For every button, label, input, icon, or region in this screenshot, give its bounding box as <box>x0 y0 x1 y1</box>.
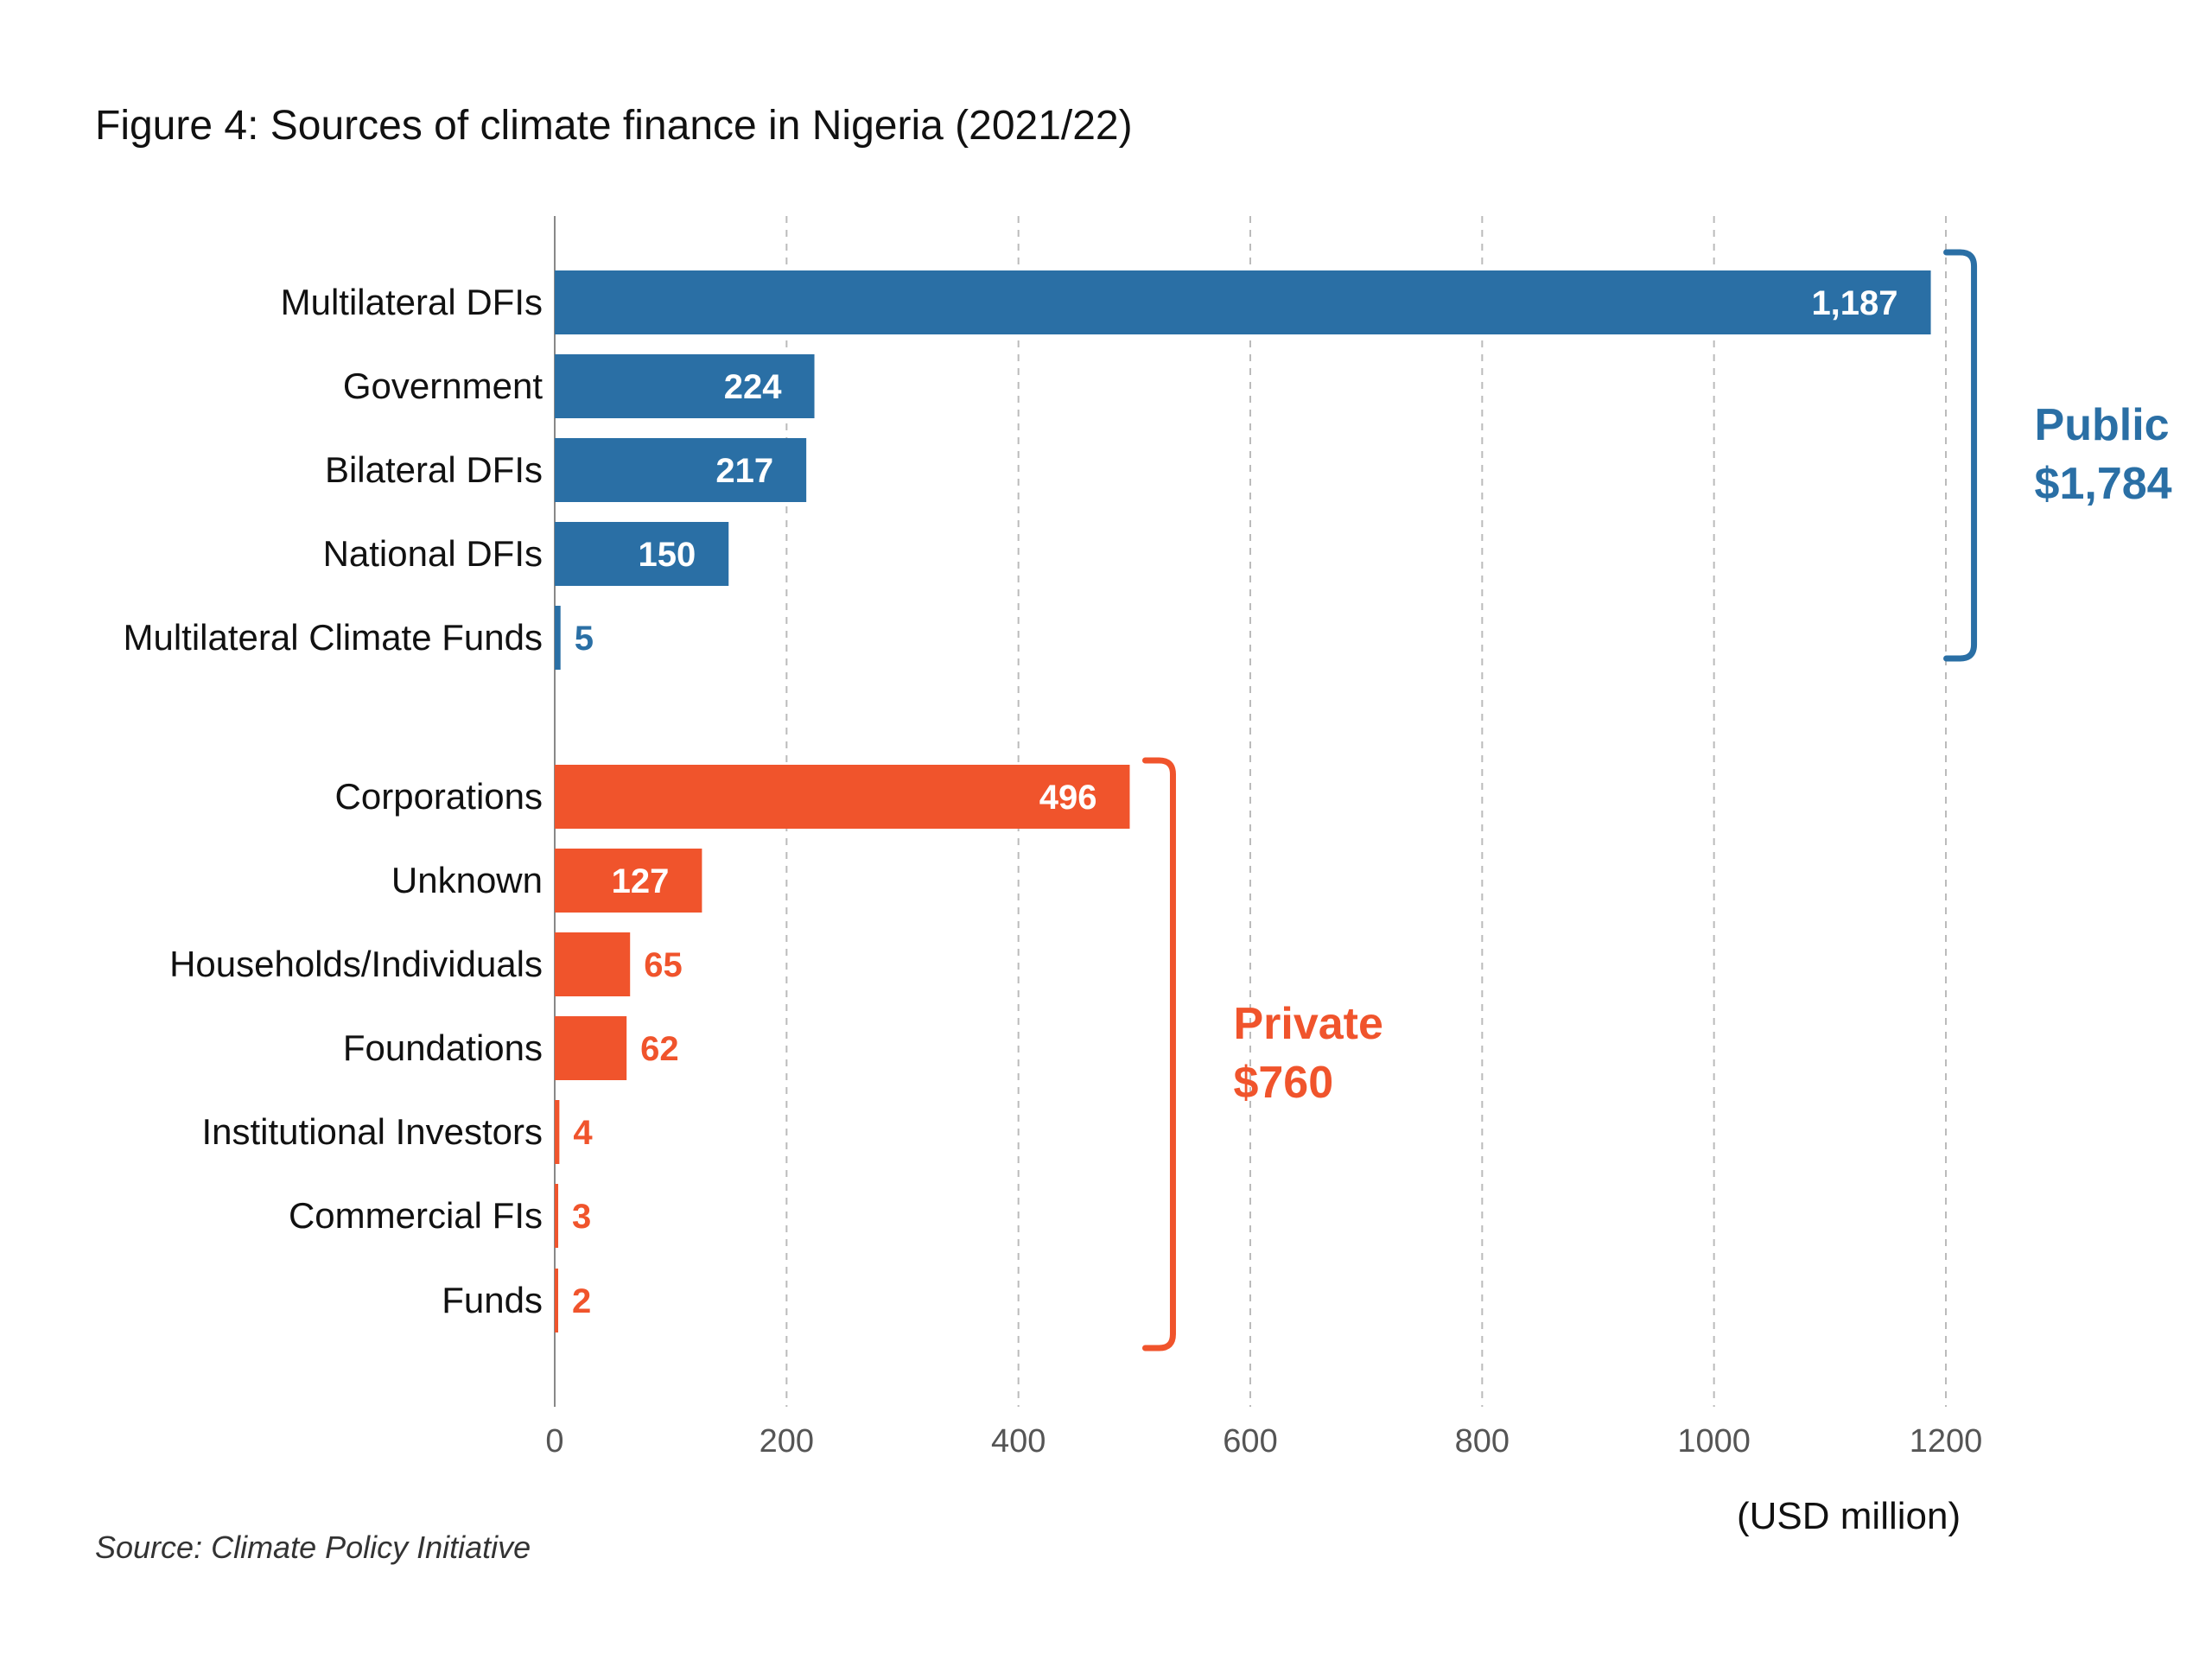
bars <box>555 270 1931 1332</box>
category-label: Foundations <box>343 1027 543 1068</box>
category-label: Multilateral DFIs <box>281 282 543 322</box>
bar-value-label: 224 <box>724 368 782 406</box>
bar <box>555 849 702 913</box>
x-tick-label: 400 <box>991 1423 1046 1460</box>
x-tick-label: 600 <box>1223 1423 1277 1460</box>
bar-value-label: 127 <box>612 862 670 900</box>
group-total-label: $760 <box>1233 1058 1333 1108</box>
x-axis-ticks: 0 200 400 600 800 1000 1200 <box>545 1423 1982 1460</box>
bar <box>555 1016 627 1080</box>
x-tick-label: 0 <box>545 1423 563 1460</box>
bar <box>555 438 807 502</box>
group-label: Public <box>2035 400 2170 450</box>
category-label: Corporations <box>335 776 543 817</box>
bar <box>555 765 1130 829</box>
bar <box>555 1184 559 1248</box>
x-axis-unit-label: (USD million) <box>1737 1495 1961 1537</box>
category-label: Commercial FIs <box>289 1195 543 1236</box>
x-tick-label: 1200 <box>1910 1423 1983 1460</box>
group-bracket <box>1141 757 1176 1352</box>
x-tick-label: 800 <box>1455 1423 1510 1460</box>
bar-value-label: 2 <box>572 1282 591 1320</box>
bar-value-label: 4 <box>573 1114 593 1152</box>
bar <box>555 270 1931 334</box>
bar <box>555 1269 558 1332</box>
bar-value-label: 217 <box>715 452 773 490</box>
group-total-label: $1,784 <box>2035 459 2172 509</box>
category-label: Funds <box>442 1280 543 1320</box>
chart-title: Figure 4: Sources of climate finance in … <box>95 103 1133 149</box>
group-brackets: Public $1,784 Private $760 <box>1141 249 2172 1352</box>
bar-value-label: 1,187 <box>1811 284 1897 322</box>
category-label: Households/Individuals <box>169 944 543 984</box>
bar <box>555 354 815 418</box>
x-tick-label: 1000 <box>1677 1423 1751 1460</box>
bar-value-label: 496 <box>1039 779 1097 817</box>
bar <box>555 932 631 996</box>
bar-value-label: 150 <box>639 536 696 574</box>
category-label: Unknown <box>391 860 543 900</box>
category-labels: Multilateral DFIs 1,187 Government 224 Bilat… <box>123 282 1897 1320</box>
category-label: Government <box>343 366 543 406</box>
bar <box>555 1100 560 1164</box>
bar <box>555 606 561 670</box>
source-note: Source: Climate Policy Initiative <box>95 1530 531 1565</box>
category-label: Bilateral DFIs <box>325 449 543 490</box>
bar <box>555 522 729 586</box>
x-tick-label: 200 <box>760 1423 814 1460</box>
category-label: Multilateral Climate Funds <box>123 617 543 658</box>
group-bracket <box>1943 249 1978 662</box>
category-label: Institutional Investors <box>201 1111 543 1152</box>
bar-value-label: 62 <box>640 1030 679 1068</box>
group-label: Private <box>1233 999 1382 1049</box>
bar-value-label: 5 <box>575 620 594 658</box>
bar-value-label: 3 <box>572 1198 591 1236</box>
category-label: National DFIs <box>323 533 543 574</box>
bar-value-label: 65 <box>644 946 683 984</box>
